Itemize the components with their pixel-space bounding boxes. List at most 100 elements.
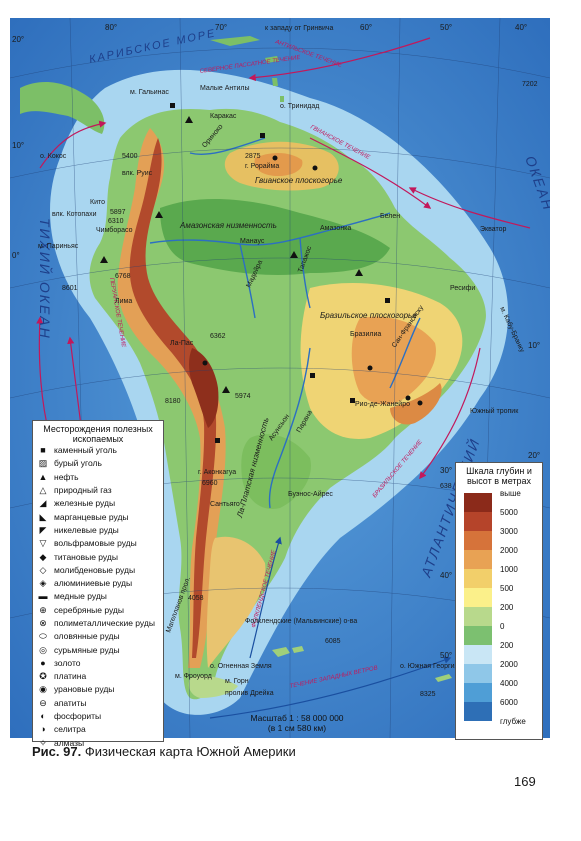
- scale-label: 2000: [500, 660, 518, 669]
- cold-currents: [209, 536, 452, 719]
- falkland-islands: [272, 646, 304, 657]
- lat-label-50s: 50°: [440, 651, 452, 660]
- scale-label: 200: [500, 603, 514, 612]
- scale-label: выше: [500, 489, 521, 498]
- current-falkland: [249, 536, 282, 659]
- orinoco-river: [189, 137, 266, 155]
- legend-label: селитра: [54, 724, 86, 735]
- brazil-hills: [351, 316, 436, 405]
- scale-label: 2000: [500, 546, 518, 555]
- tapajos-river: [299, 237, 311, 309]
- patagonia: [206, 536, 266, 668]
- legend-label: золото: [54, 657, 81, 668]
- current-equatorial: [408, 187, 531, 229]
- legend-label: медные руды: [54, 591, 107, 602]
- legend-item: ■ каменный уголь: [33, 444, 163, 457]
- map-scale-line2: (в 1 см 580 км): [267, 723, 327, 733]
- place-tierra-del-fuego: о. Огненная Земля: [210, 663, 272, 670]
- south-america-map: КАРИБСКОЕ МОРЕ АТЛАНТИЧЕСКИЙ ОКЕАН ТИХИЙ…: [10, 18, 550, 738]
- map-scale-line1: Масштаб 1 : 58 000 000: [250, 713, 344, 723]
- legend-item: ▲ нефть: [33, 471, 163, 484]
- scale-band: [464, 531, 492, 550]
- elevation-scale-title: Шкала глубин и высот в метрах: [466, 466, 532, 486]
- legend-item: ▽ вольфрамовые руды: [33, 537, 163, 550]
- place-santiago: Сантьяго: [210, 501, 240, 508]
- rivers: [149, 137, 421, 509]
- legend-symbol-icon: ▲: [38, 471, 48, 482]
- legend-item: ◢ железные руды: [33, 497, 163, 510]
- meridian-note: к западу от Гринвича: [265, 25, 334, 32]
- legend-label: никелевые руды: [54, 524, 119, 535]
- elevation-scale: Шкала глубин и высот в метрах выше 5000 30…: [455, 462, 543, 740]
- place-roraima-h: 2875: [245, 153, 261, 160]
- legend-symbol-icon: ◣: [39, 511, 47, 522]
- place-6960: 6960: [202, 480, 218, 487]
- legend-symbol-icon: ◎: [39, 644, 47, 655]
- amazon-lowland: [160, 198, 390, 275]
- scale-label: 3000: [500, 527, 518, 536]
- scale-band: [464, 626, 492, 645]
- place-6085: 6085: [325, 638, 341, 645]
- figure-caption: Рис. 97. Физическая карта Южной Америки: [32, 744, 296, 759]
- scale-band: [464, 683, 492, 702]
- place-6768: 6768: [115, 273, 131, 280]
- place-manaus: Манаус: [240, 238, 265, 245]
- legend-item: ✧ алмазы: [33, 737, 163, 750]
- place-brazil-plateau: Бразильское плоскогорье: [320, 311, 417, 320]
- lon-label-70: 70°: [215, 23, 227, 32]
- place-aconcagua: г. Аконкагуа: [198, 469, 236, 476]
- legend-item: ● золото: [33, 657, 163, 670]
- legend-item: ◈ алюминиевые руды: [33, 577, 163, 590]
- south-georgia: [435, 674, 452, 682]
- current-pacific-2: [39, 120, 107, 169]
- lon-label-60: 60°: [360, 23, 372, 32]
- place-froward: м. Фроуорд: [175, 673, 212, 680]
- place-lapaz: Ла-Пас: [170, 340, 194, 347]
- legend-symbol-icon: ⊗: [39, 618, 47, 628]
- legend-label: платина: [54, 671, 87, 682]
- laplata-lowland: [241, 434, 311, 509]
- legend-item: ◐ фосфориты: [33, 710, 163, 723]
- legend-item: ◆ титановые руды: [33, 550, 163, 563]
- place-galinas: м. Гальинас: [130, 89, 169, 96]
- place-5897: 5897: [110, 209, 126, 216]
- place-4058: 4058: [188, 595, 204, 602]
- legend-symbol-icon: ◈: [39, 578, 47, 589]
- legend-item: ⊖ апатиты: [33, 697, 163, 710]
- place-brasilia: Бразилиа: [350, 331, 381, 338]
- legend-label: вольфрамовые руды: [54, 538, 137, 549]
- legend-label: молибденовые руды: [54, 564, 136, 575]
- lat-label-10s: 10°: [528, 341, 540, 350]
- legend-title: Месторождения полезных ископаемых: [43, 424, 153, 444]
- place-cape-horn: м. Горн: [225, 678, 249, 685]
- legend-symbol-icon: ⬭: [39, 631, 47, 642]
- current-guiana: [309, 137, 432, 209]
- legend-label: сурьмяные руды: [54, 644, 120, 655]
- legend-item: ◤ никелевые руды: [33, 524, 163, 537]
- place-belen: Белен: [380, 213, 400, 220]
- scale-label: 5000: [500, 508, 518, 517]
- place-ruis: влк. Руис: [122, 170, 153, 177]
- place-parinas: м. Париньяс: [38, 243, 79, 250]
- place-6362: 6362: [210, 333, 226, 340]
- place-buenos-aires: Буэнос-Айрес: [288, 490, 333, 498]
- madeira-river: [239, 243, 256, 319]
- scale-label: 1000: [500, 565, 518, 574]
- place-amazon-river: Амазонка: [320, 225, 351, 232]
- scale-label: 200: [500, 641, 514, 650]
- place-roraima: г. Рорайма: [245, 162, 279, 170]
- current-north-passat: [248, 37, 431, 82]
- sao-francisco-river: [389, 317, 421, 389]
- mineral-markers: [100, 103, 423, 443]
- place-drake: пролив Дрейка: [225, 689, 274, 697]
- place-8601: 8601: [62, 285, 78, 292]
- legend-item: ◣ марганцевые руды: [33, 510, 163, 523]
- legend-label: урановые руды: [54, 684, 115, 695]
- legend-symbol-icon: ◆: [39, 551, 47, 562]
- legend-symbol-icon: ◉: [39, 684, 47, 695]
- place-recife: Ресифи: [450, 285, 475, 292]
- lon-label-50: 50°: [440, 23, 452, 32]
- legend-item: ◎ сурьмяные руды: [33, 643, 163, 656]
- legend-label: марганцевые руды: [54, 511, 129, 522]
